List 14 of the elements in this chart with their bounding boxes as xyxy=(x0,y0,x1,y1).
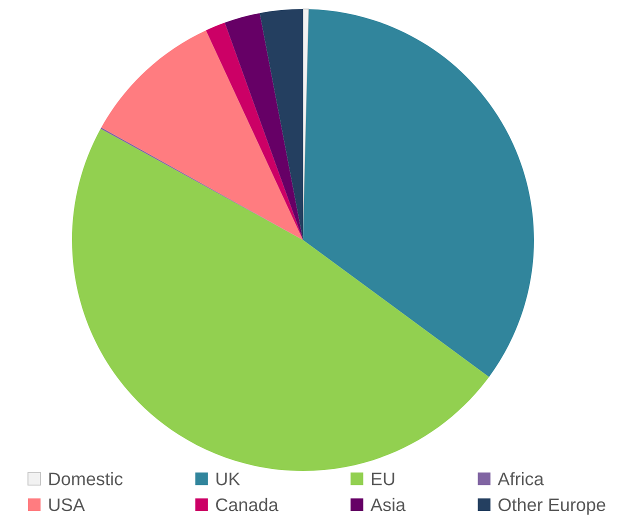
legend-label: Other Europe xyxy=(498,498,606,515)
pie-slice xyxy=(206,22,303,240)
legend-label: USA xyxy=(49,498,85,512)
legend-label: Canada xyxy=(216,498,278,512)
legend-label: EU xyxy=(372,472,394,486)
legend-label: UK xyxy=(216,472,240,486)
pie-slice xyxy=(72,128,490,471)
pie-slice xyxy=(303,9,534,377)
legend-label: Domestic xyxy=(49,472,123,486)
legend-label: Asia xyxy=(370,498,406,512)
pie-slice xyxy=(260,9,303,240)
pie-slice xyxy=(101,30,303,240)
pie-slice xyxy=(224,13,303,240)
legend-label: Africa xyxy=(498,472,544,486)
